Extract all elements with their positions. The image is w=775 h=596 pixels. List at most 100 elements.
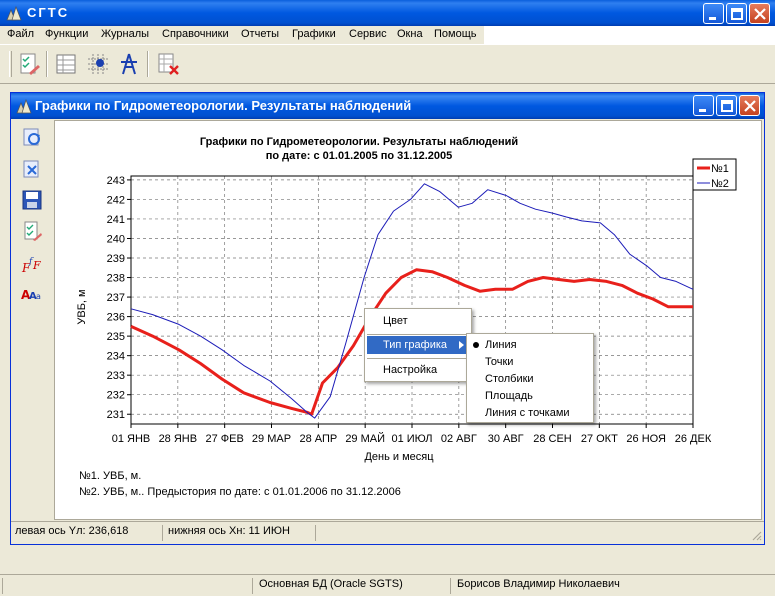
chart-window: Графики по Гидрометеорологии. Результаты… — [10, 92, 765, 545]
svg-text:A: A — [21, 288, 31, 302]
export-icon[interactable] — [21, 158, 43, 180]
close-button[interactable] — [749, 3, 770, 24]
chart-status-bar: левая ось Yл: 236,618 нижняя ось Xн: 11 … — [11, 521, 764, 543]
window-icon — [16, 98, 32, 114]
tower-icon[interactable] — [116, 51, 142, 77]
status-bottom-axis: нижняя ось Xн: 11 ИЮН — [166, 525, 316, 541]
y-tick-label: 242 — [107, 194, 125, 206]
svg-text:f: f — [28, 257, 34, 267]
child-maximize-button[interactable] — [716, 95, 737, 116]
chart-grid — [130, 176, 694, 424]
y-tick-label: 232 — [107, 390, 125, 402]
chart-window-titlebar[interactable]: Графики по Гидрометеорологии. Результаты… — [11, 93, 764, 119]
checklist-icon[interactable] — [16, 51, 42, 77]
chart-title-line2: по дате: с 01.01.2005 по 31.12.2005 — [266, 150, 453, 162]
x-tick-label: 29 МАЙ — [345, 432, 385, 445]
x-tick-label: 26 НОЯ — [626, 433, 666, 445]
y-tick-label: 237 — [107, 292, 125, 304]
minimize-icon — [699, 109, 706, 112]
menu-references[interactable]: Справочники — [162, 28, 229, 40]
y-tick-label: 238 — [107, 273, 125, 285]
menu-service[interactable]: Сервис — [349, 28, 387, 40]
child-minimize-button[interactable] — [693, 95, 714, 116]
x-tick-label: 28 АПР — [299, 433, 337, 445]
toolbar — [0, 44, 775, 84]
y-tick-label: 234 — [107, 351, 125, 363]
svg-text:F: F — [32, 259, 41, 272]
y-tick-label: 240 — [107, 233, 125, 245]
y-tick-label: 239 — [107, 253, 125, 265]
x-tick-label: 28 ЯНВ — [159, 433, 198, 445]
x-tick-labels: 01 ЯНВ 28 ЯНВ 27 ФЕВ 29 МАР 28 АПР 29 МАЙ 01 И… — [112, 432, 712, 445]
chart-title-line1: Графики по Гидрометеорологии. Результаты… — [200, 136, 518, 148]
delete-table-icon[interactable] — [155, 51, 181, 77]
submenu-item-bars[interactable]: Столбики — [485, 373, 534, 385]
menu-bar: Файл Функции Журналы Справочники Отчеты … — [0, 26, 775, 44]
submenu-item-area[interactable]: Площадь — [485, 390, 533, 402]
formula-icon[interactable]: F f F — [21, 253, 43, 275]
chart-window-title: Графики по Гидрометеорологии. Результаты… — [35, 98, 412, 113]
y-tick-label: 243 — [107, 175, 125, 187]
x-tick-label: 29 МАР — [252, 433, 291, 445]
maximize-icon — [731, 8, 743, 20]
y-axis-label: УВБ, м — [76, 289, 88, 324]
maximize-button[interactable] — [726, 3, 747, 24]
refresh-icon[interactable] — [21, 126, 43, 148]
chart-type-submenu: Линия Точки Столбики Площадь Линия с точ… — [466, 333, 594, 423]
submenu-item-line-label: Линия — [485, 339, 517, 351]
svg-text:A: A — [29, 291, 37, 302]
menu-separator — [367, 358, 469, 359]
x-tick-label: 01 ЯНВ — [112, 433, 151, 445]
submenu-item-line-with-points[interactable]: Линия с точками — [485, 407, 570, 419]
main-status-bar: Основная БД (Oracle SGTS) Борисов Владим… — [0, 574, 775, 596]
svg-text:a: a — [36, 292, 41, 301]
status-empty — [2, 578, 252, 594]
menu-windows[interactable]: Окна — [397, 28, 423, 40]
save-icon[interactable] — [21, 189, 43, 211]
menu-help[interactable]: Помощь — [434, 28, 477, 40]
y-tick-label: 236 — [107, 312, 125, 324]
menu-journals[interactable]: Журналы — [101, 28, 150, 40]
minimize-button[interactable] — [703, 3, 724, 24]
line-chart[interactable]: Графики по Гидрометеорологии. Результаты… — [55, 121, 761, 519]
svg-text:F: F — [21, 261, 31, 275]
series-line-1[interactable] — [130, 268, 693, 416]
maximize-icon — [721, 100, 733, 112]
x-tick-label: 27 ОКТ — [581, 433, 618, 445]
app-titlebar[interactable]: СГТС — [0, 0, 775, 26]
x-axis-label: День и месяц — [364, 451, 434, 463]
status-left-axis: левая ось Yл: 236,618 — [13, 525, 163, 541]
menu-file[interactable]: Файл — [7, 28, 35, 40]
y-tick-label: 233 — [107, 370, 125, 382]
submenu-arrow-icon — [459, 341, 464, 349]
submenu-item-points[interactable]: Точки — [485, 356, 514, 368]
menu-charts[interactable]: Графики — [292, 28, 336, 40]
resize-grip-icon[interactable] — [750, 529, 762, 541]
menu-bar-filler — [484, 26, 775, 44]
menu-item-color[interactable]: Цвет — [383, 315, 408, 327]
note-series-1: №1. УВБ, м. — [79, 470, 141, 482]
checklist-icon[interactable] — [21, 220, 43, 242]
chart-legend: №1 №2 — [692, 158, 737, 191]
menu-item-settings[interactable]: Настройка — [383, 364, 438, 376]
grid-point-icon[interactable] — [85, 51, 111, 77]
app-title: СГТС — [27, 5, 70, 20]
font-icon[interactable]: A A a — [21, 282, 43, 304]
menu-functions[interactable]: Функции — [45, 28, 89, 40]
toolbar-grip — [9, 51, 12, 77]
chart-axes — [127, 175, 694, 428]
y-tick-label: 235 — [107, 331, 125, 343]
submenu-item-line[interactable]: Линия — [469, 336, 591, 354]
note-series-2: №2. УВБ, м.. Предыстория по дате: с 01.0… — [79, 486, 401, 498]
menu-item-chart-type[interactable]: Тип графика — [367, 336, 469, 354]
close-icon — [754, 8, 766, 20]
series-line-2[interactable] — [130, 183, 694, 419]
menu-reports[interactable]: Отчеты — [241, 28, 280, 40]
chart-sidebar: F f F A A a — [11, 120, 53, 520]
table-icon[interactable] — [53, 51, 79, 77]
x-tick-label: 27 ФЕВ — [206, 433, 244, 445]
status-db: Основная БД (Oracle SGTS) — [252, 578, 450, 594]
chart-series — [130, 183, 694, 419]
radio-checked-icon — [473, 342, 479, 348]
child-close-button[interactable] — [739, 95, 760, 116]
